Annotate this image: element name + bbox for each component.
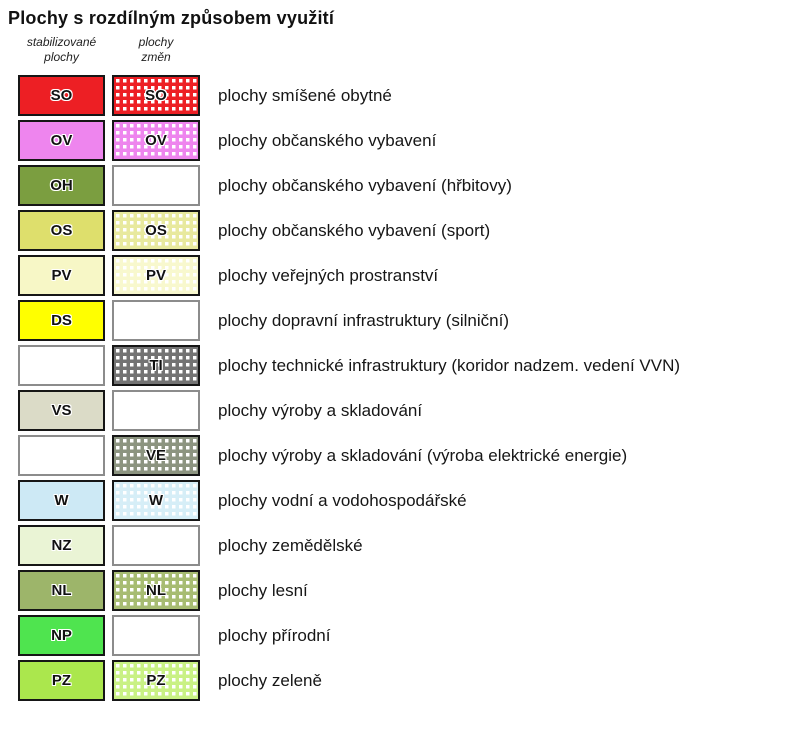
- stabilized-area-swatch: OH: [18, 165, 105, 206]
- swatch-code-label: W: [54, 492, 69, 509]
- stabilized-area-swatch: [18, 435, 105, 476]
- change-area-swatch: W: [112, 480, 200, 521]
- swatch-code-label: NZ: [51, 537, 72, 554]
- change-area-swatch: OS: [112, 210, 200, 251]
- change-area-swatch: [112, 300, 200, 341]
- row-label: plochy zeleně: [218, 670, 322, 690]
- swatch-code-label: NP: [51, 627, 72, 644]
- swatch-code-label: W: [148, 492, 164, 509]
- legend-row: DS plochy dopravní infrastruktury (silni…: [18, 300, 809, 341]
- legend-row: NL NL plochy lesní: [18, 570, 809, 611]
- row-label: plochy zemědělské: [218, 535, 363, 555]
- stabilized-area-swatch: W: [18, 480, 105, 521]
- legend-row: PV PV plochy veřejných prostranství: [18, 255, 809, 296]
- stabilized-area-swatch: OS: [18, 210, 105, 251]
- row-label: plochy občanského vybavení (hřbitovy): [218, 175, 512, 195]
- row-label: plochy výroby a skladování (výroba elekt…: [218, 445, 628, 465]
- column-headers: stabilizované plochy plochy změn: [18, 35, 809, 65]
- swatch-code-label: VS: [51, 402, 72, 419]
- stabilized-area-swatch: SO: [18, 75, 105, 116]
- legend-row: W W plochy vodní a vodohospodářské: [18, 480, 809, 521]
- stabilized-area-swatch: [18, 345, 105, 386]
- legend-row: OV OV plochy občanského vybavení: [18, 120, 809, 161]
- stabilized-area-swatch: NL: [18, 570, 105, 611]
- row-label: plochy občanského vybavení (sport): [218, 220, 491, 240]
- land-use-legend: Plochy s rozdílným způsobem využití stab…: [8, 8, 809, 701]
- swatch-code-label: PV: [51, 267, 72, 284]
- change-area-swatch: [112, 525, 200, 566]
- row-label: plochy lesní: [218, 580, 308, 600]
- swatch-code-label: PV: [145, 267, 166, 284]
- legend-rows: SO SO plochy smíšené obytné OV OV plochy…: [18, 75, 809, 701]
- change-area-swatch: [112, 165, 200, 206]
- change-area-swatch: NL: [112, 570, 200, 611]
- stabilized-area-swatch: OV: [18, 120, 105, 161]
- row-label: plochy přírodní: [218, 625, 331, 645]
- swatch-code-label: VE: [145, 447, 166, 464]
- row-label: plochy občanského vybavení: [218, 130, 437, 150]
- change-area-swatch: OV: [112, 120, 200, 161]
- row-label: plochy technické infrastruktury (koridor…: [218, 355, 681, 375]
- swatch-code-label: TI: [149, 357, 163, 374]
- legend-row: PZ PZ plochy zeleně: [18, 660, 809, 701]
- change-area-swatch: SO: [112, 75, 200, 116]
- row-label: plochy vodní a vodohospodářské: [218, 490, 467, 510]
- column-header-stabilized-line1: stabilizované: [26, 35, 97, 49]
- swatch-code-label: DS: [51, 312, 72, 329]
- change-area-swatch: PV: [112, 255, 200, 296]
- legend-row: NZ plochy zemědělské: [18, 525, 809, 566]
- stabilized-area-swatch: VS: [18, 390, 105, 431]
- swatch-code-label: OS: [145, 222, 167, 239]
- row-label: plochy veřejných prostranství: [218, 265, 439, 285]
- stabilized-area-swatch: PV: [18, 255, 105, 296]
- column-header-changes-line2: změn: [141, 50, 171, 64]
- change-area-swatch: TI: [112, 345, 200, 386]
- legend-title: Plochy s rozdílným způsobem využití: [8, 8, 335, 28]
- row-label: plochy smíšené obytné: [218, 85, 392, 105]
- stabilized-area-swatch: NZ: [18, 525, 105, 566]
- change-area-swatch: [112, 615, 200, 656]
- column-header-changes-line1: plochy: [138, 35, 174, 49]
- stabilized-area-swatch: DS: [18, 300, 105, 341]
- swatch-code-label: PZ: [51, 672, 72, 689]
- change-area-swatch: VE: [112, 435, 200, 476]
- swatch-code-label: NL: [146, 582, 166, 599]
- swatch-code-label: OV: [50, 132, 73, 149]
- column-header-stabilized: stabilizované plochy: [18, 35, 105, 65]
- row-label: plochy výroby a skladování: [218, 400, 423, 420]
- legend-row: SO SO plochy smíšené obytné: [18, 75, 809, 116]
- row-label: plochy dopravní infrastruktury (silniční…: [218, 310, 510, 330]
- column-header-changes: plochy změn: [112, 35, 200, 65]
- change-area-swatch: PZ: [112, 660, 200, 701]
- legend-row: OS OS plochy občanského vybavení (sport): [18, 210, 809, 251]
- column-header-stabilized-line2: plochy: [44, 50, 79, 64]
- legend-row: NP plochy přírodní: [18, 615, 809, 656]
- stabilized-area-swatch: NP: [18, 615, 105, 656]
- swatch-code-label: PZ: [146, 672, 166, 689]
- swatch-code-label: SO: [50, 87, 73, 104]
- change-area-swatch: [112, 390, 200, 431]
- swatch-code-label: OS: [50, 222, 73, 239]
- legend-row: VS plochy výroby a skladování: [18, 390, 809, 431]
- swatch-code-label: SO: [145, 87, 167, 104]
- swatch-code-label: OV: [145, 132, 167, 149]
- legend-row: OH plochy občanského vybavení (hřbitovy): [18, 165, 809, 206]
- swatch-code-label: NL: [51, 582, 72, 599]
- legend-row: VE plochy výroby a skladování (výroba el…: [18, 435, 809, 476]
- legend-row: TI plochy technické infrastruktury (kori…: [18, 345, 809, 386]
- stabilized-area-swatch: PZ: [18, 660, 105, 701]
- swatch-code-label: OH: [50, 177, 73, 194]
